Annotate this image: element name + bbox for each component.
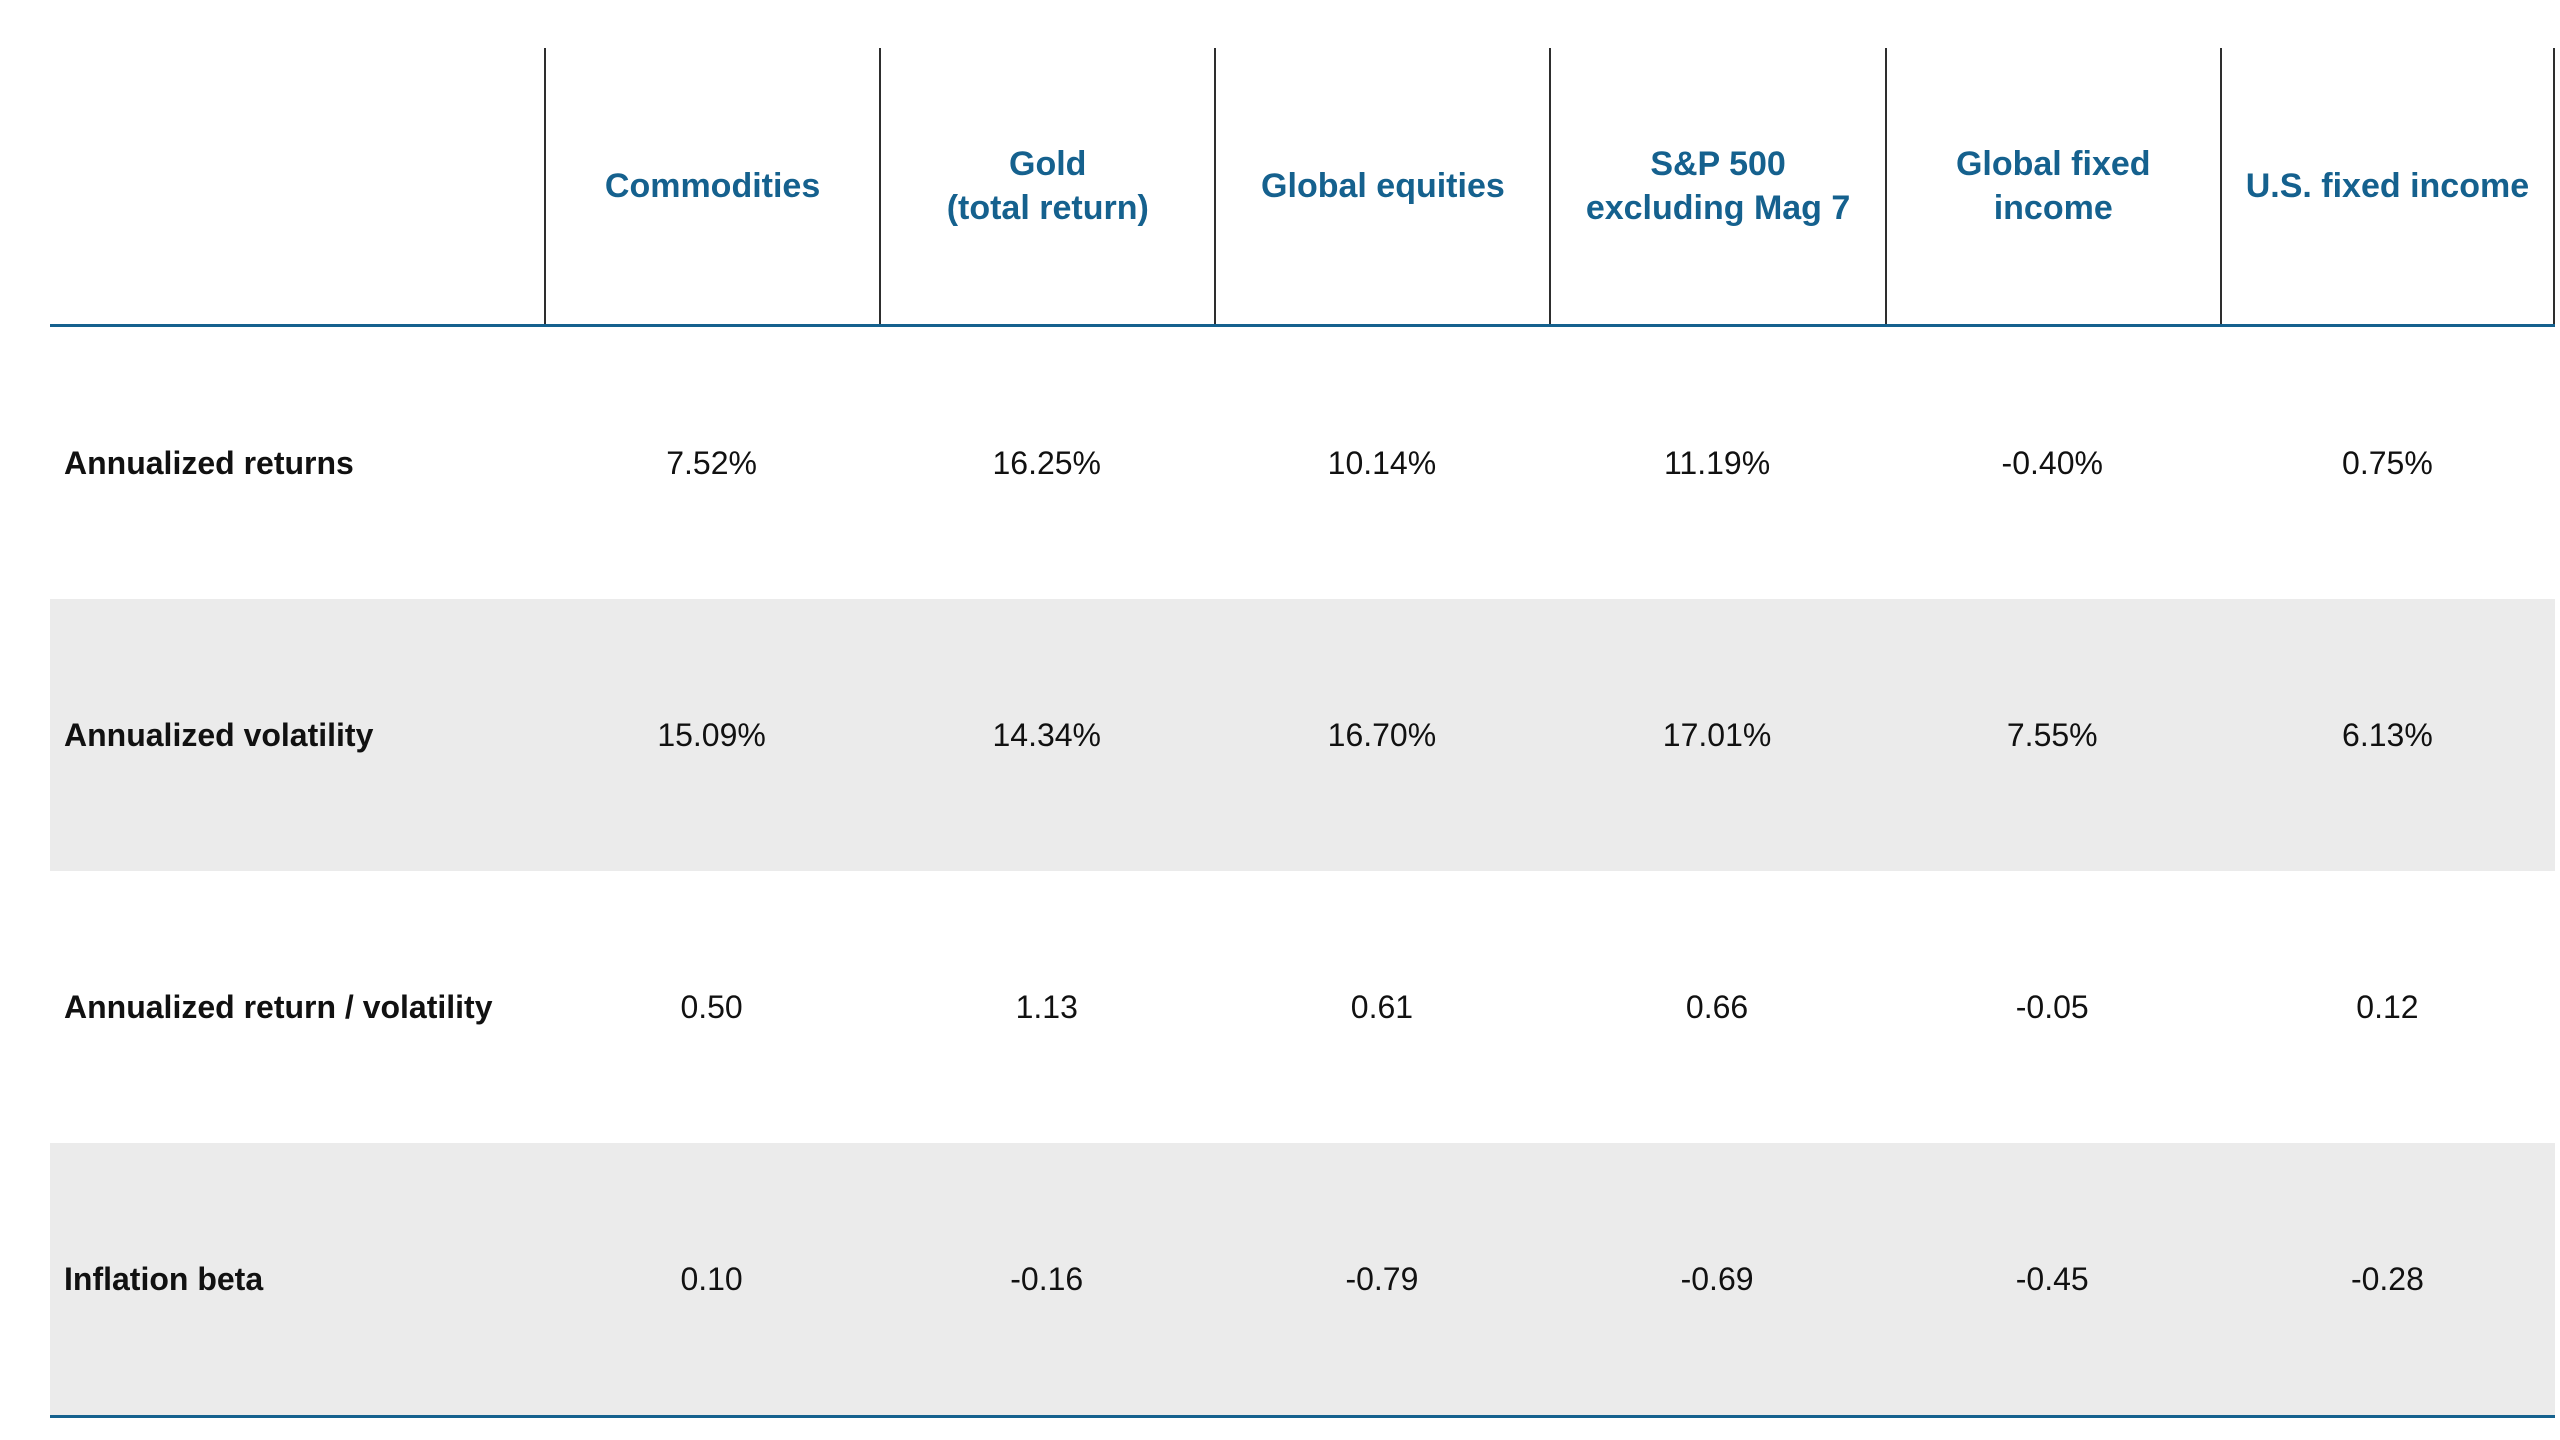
header-rule	[50, 324, 2555, 327]
metrics-table: Commodities Gold (total return) Global e…	[50, 48, 2555, 1418]
table-cell: 16.25%	[992, 444, 1101, 481]
table-cell: -0.05	[2015, 988, 2089, 1025]
table-cell: 7.55%	[2006, 716, 2098, 753]
table-row-annualized-returns: Annualized returns 7.52% 16.25% 10.14% 1…	[50, 327, 2555, 599]
column-header-us-fixed-income: U.S. fixed income	[2219, 48, 2555, 324]
table-header-row: Commodities Gold (total return) Global e…	[50, 48, 2555, 324]
corner-cell	[50, 48, 544, 324]
table-cell: 0.12	[2356, 988, 2419, 1025]
table-cell: 0.61	[1350, 988, 1414, 1025]
table-cell: -0.16	[1010, 1260, 1084, 1297]
table-row-annualized-volatility: Annualized volatility 15.09% 14.34% 16.7…	[50, 599, 2555, 871]
table-row-annualized-return-volatility: Annualized return / volatility 0.50 1.13…	[50, 871, 2555, 1143]
table-cell: 0.75%	[2342, 444, 2433, 481]
table-cell: 0.10	[680, 1260, 743, 1297]
table-row-inflation-beta: Inflation beta 0.10 -0.16 -0.79 -0.69 -0…	[50, 1143, 2555, 1415]
bottom-rule	[50, 1415, 2555, 1418]
column-header-commodities: Commodities	[544, 48, 879, 324]
row-label: Annualized volatility	[64, 716, 374, 753]
table-cell: 0.50	[680, 988, 743, 1025]
table-cell: 7.52%	[666, 444, 757, 481]
column-header-gold-total-return: Gold (total return)	[879, 48, 1214, 324]
table-cell: 10.14%	[1327, 444, 1437, 481]
table-cell: -0.40%	[2001, 444, 2103, 481]
table-cell: 14.34%	[992, 716, 1101, 753]
column-header-sp500-excluding-mag7: S&P 500 excluding Mag 7	[1549, 48, 1884, 324]
column-header-global-equities: Global equities	[1214, 48, 1549, 324]
row-label: Annualized returns	[64, 444, 354, 481]
table-cell: 11.19%	[1663, 444, 1771, 481]
table-cell: 16.70%	[1327, 716, 1437, 753]
row-label: Inflation beta	[64, 1260, 264, 1297]
table-cell: 0.66	[1685, 988, 1749, 1025]
table-cell: 15.09%	[657, 716, 766, 753]
table-cell: -0.45	[2015, 1260, 2089, 1297]
table-cell: 17.01%	[1662, 716, 1772, 753]
table-cell: 1.13	[1015, 988, 1078, 1025]
table-cell: -0.28	[2350, 1260, 2424, 1297]
table-cell: 6.13%	[2342, 716, 2433, 753]
column-header-global-fixed-income: Global fixed income	[1884, 48, 2220, 324]
row-label: Annualized return / volatility	[64, 988, 493, 1025]
table-cell: -0.69	[1680, 1260, 1754, 1297]
table-cell: -0.79	[1345, 1260, 1419, 1297]
